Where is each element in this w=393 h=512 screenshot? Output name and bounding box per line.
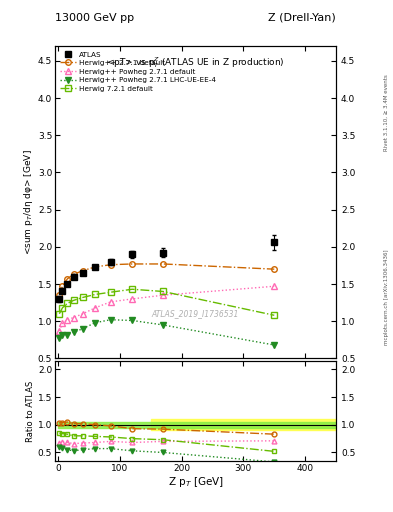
X-axis label: Z p$_T$ [GeV]: Z p$_T$ [GeV] — [167, 475, 224, 489]
Text: Rivet 3.1.10, ≥ 3.4M events: Rivet 3.1.10, ≥ 3.4M events — [384, 74, 389, 151]
Y-axis label: Ratio to ATLAS: Ratio to ATLAS — [26, 380, 35, 441]
Legend: ATLAS, Herwig++ 2.7.1 default, Herwig++ Powheg 2.7.1 default, Herwig++ Powheg 2.: ATLAS, Herwig++ 2.7.1 default, Herwig++ … — [59, 50, 217, 93]
Y-axis label: <sum p$_T$/dη dφ> [GeV]: <sum p$_T$/dη dφ> [GeV] — [22, 150, 35, 255]
Text: ATLAS_2019_I1736531: ATLAS_2019_I1736531 — [152, 309, 239, 318]
Text: mcplots.cern.ch [arXiv:1306.3436]: mcplots.cern.ch [arXiv:1306.3436] — [384, 249, 389, 345]
Text: 13000 GeV pp: 13000 GeV pp — [55, 13, 134, 23]
Text: Z (Drell-Yan): Z (Drell-Yan) — [268, 13, 336, 23]
Text: <pT> vs p$_T^Z$ (ATLAS UE in Z production): <pT> vs p$_T^Z$ (ATLAS UE in Z productio… — [106, 55, 285, 70]
